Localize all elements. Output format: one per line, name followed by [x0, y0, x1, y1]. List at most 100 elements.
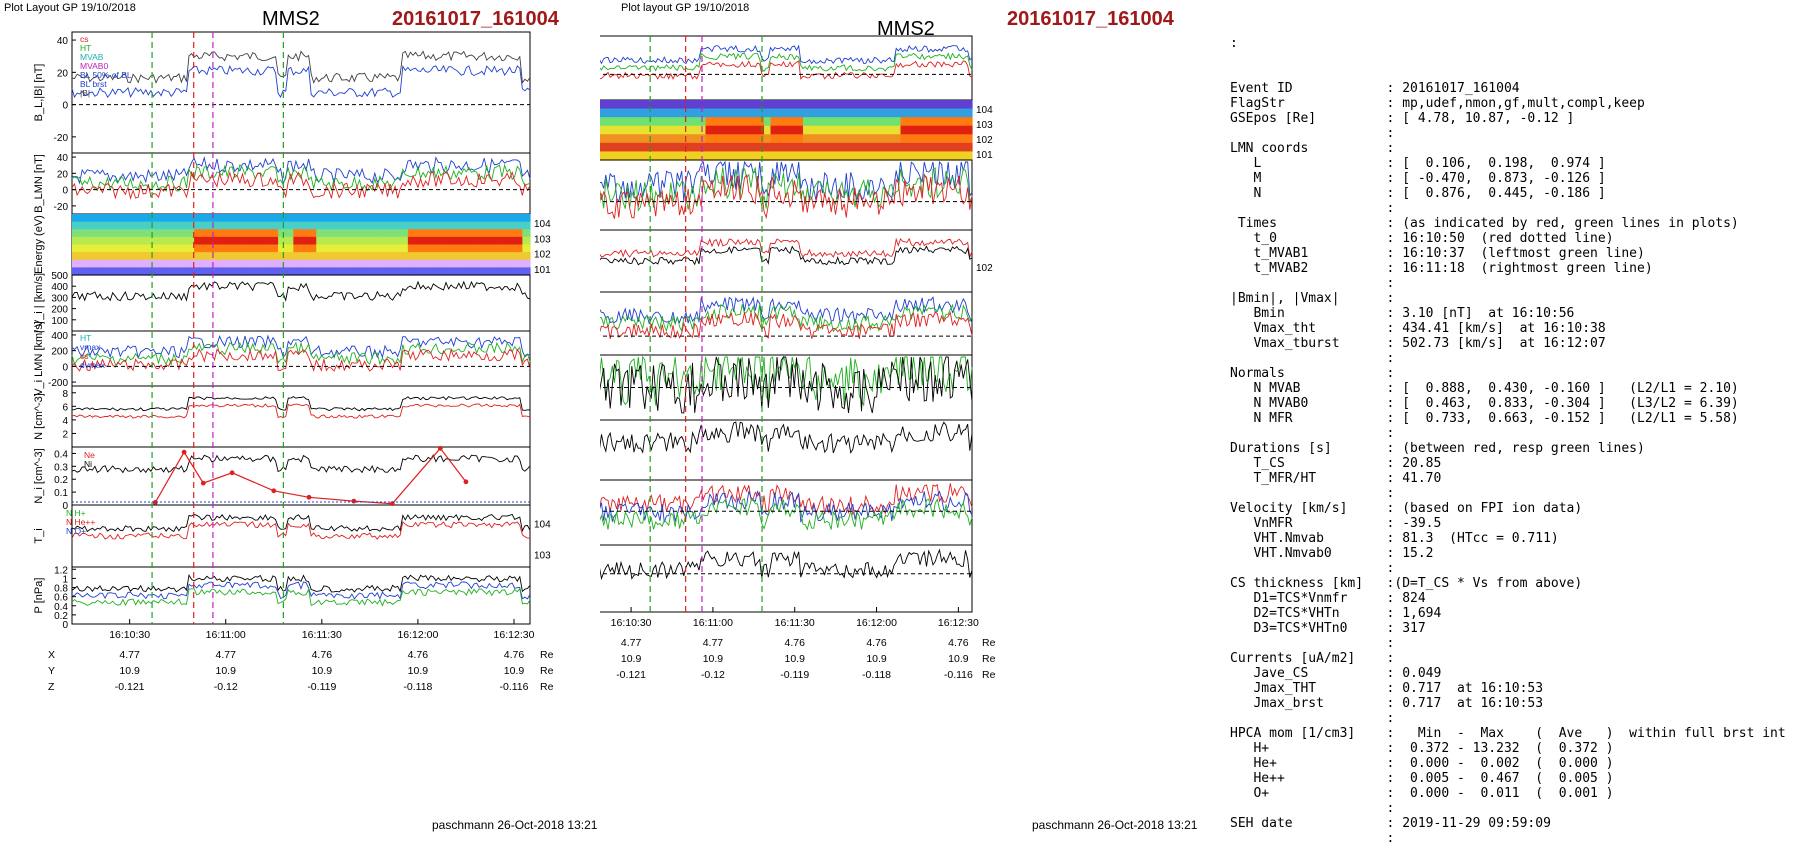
info-key: Durations [s]	[1230, 441, 1387, 456]
position-value: 4.76	[408, 649, 429, 661]
spectrogram-cell	[79, 244, 88, 253]
info-key: D3=TCS*VHTn0	[1230, 621, 1387, 636]
spectrogram-cell	[201, 214, 210, 223]
spectrogram-cell	[446, 236, 455, 246]
info-key	[1230, 801, 1387, 816]
series-line	[600, 174, 973, 220]
spectrogram-cell	[725, 151, 733, 161]
spectrogram-cell	[94, 244, 104, 253]
spectrogram-cell	[384, 214, 394, 223]
legend-entry: HT	[80, 333, 91, 343]
spectrogram-cell	[640, 142, 648, 153]
info-key: D1=TCS*Vnmfr	[1230, 591, 1387, 606]
spectrogram-cell	[868, 100, 876, 110]
spectrogram-cell	[461, 221, 470, 230]
spectrogram-cell	[285, 236, 294, 246]
spectrogram-cell	[790, 108, 798, 118]
spectrogram-cell	[861, 117, 869, 127]
spectrogram-cell	[446, 221, 455, 230]
spectrogram-cell	[660, 134, 668, 144]
spectrogram-cell	[751, 125, 759, 135]
series-line	[71, 513, 531, 533]
spectrogram-cell	[79, 267, 88, 276]
info-value: :	[1386, 201, 1395, 216]
spectrogram-cell	[400, 259, 409, 268]
spectrogram-cell	[239, 259, 249, 268]
position-unit: Re	[982, 637, 996, 649]
info-key	[1230, 636, 1387, 651]
spectrogram-cell	[79, 229, 88, 238]
spectrogram-cell	[102, 252, 111, 261]
spectrogram-cell	[110, 214, 119, 223]
info-key	[1230, 711, 1387, 726]
spectrogram-cell	[861, 125, 869, 135]
spectrogram-cell	[362, 229, 371, 238]
info-row: Times : (as indicated by red, green line…	[1230, 216, 1800, 231]
spectrogram-cell	[369, 252, 378, 261]
position-value: 4.76	[504, 649, 525, 661]
spectrogram-cell	[301, 259, 310, 268]
spectrogram-cell	[666, 125, 674, 135]
spectrogram-cell	[783, 108, 791, 118]
spectrogram-cell	[232, 259, 241, 268]
info-value: :	[1386, 651, 1395, 666]
spectrogram-cell	[777, 108, 785, 118]
spectrogram-cell	[117, 252, 127, 261]
position-value: 10.9	[504, 665, 525, 677]
spectrogram-cell	[686, 108, 694, 118]
spectrogram-cell	[140, 267, 149, 276]
spectrogram-cell	[809, 134, 817, 144]
spectrogram-cell	[262, 214, 272, 223]
spectrogram-cell	[194, 221, 203, 230]
spectrogram-cell	[855, 100, 863, 110]
spectrogram-cell	[939, 125, 947, 135]
spectrogram-cell	[848, 117, 856, 127]
spectrogram-cell	[705, 100, 713, 110]
spectrogram-cell	[224, 267, 233, 276]
spectrogram-cell	[384, 229, 394, 238]
y-axis-label: B_L,|B| [nT]	[33, 64, 45, 122]
info-value: :(D=T_CS * Vs from above)	[1386, 576, 1583, 591]
y-tick-label: -20	[54, 133, 69, 144]
spectrogram-cell	[705, 117, 713, 127]
spectrogram-cell	[308, 244, 317, 253]
spectrogram-cell	[764, 117, 772, 127]
info-row: Normals :	[1230, 366, 1800, 381]
spectrogram-cell	[514, 221, 523, 230]
spectrogram-cell	[738, 125, 746, 135]
spectrogram-cell	[476, 252, 485, 261]
spectrogram-cell	[822, 151, 830, 161]
spectrogram-cell	[965, 142, 973, 153]
spectrogram-cell	[430, 244, 439, 253]
spectrogram-cell	[133, 244, 142, 253]
spectrogram-cell	[346, 221, 356, 230]
spectrogram-cell	[933, 108, 941, 118]
y-tick-label: 0.1	[54, 488, 68, 499]
series-line	[71, 280, 531, 302]
spectrogram-cell	[790, 125, 798, 135]
spectrogram-cell	[770, 117, 778, 127]
spectrogram-cell	[453, 259, 462, 268]
right-event-title: 20161017_161004	[1007, 8, 1174, 30]
spectrogram-cell	[468, 229, 478, 238]
spectrogram-cell	[874, 100, 882, 110]
spectrogram-cell	[920, 151, 928, 161]
spectrogram-cell	[270, 236, 279, 246]
spectrogram-cell	[316, 252, 325, 261]
spectrogram-cell	[339, 244, 348, 253]
spectrogram-cell	[346, 236, 356, 246]
info-row: Vmax_tburst : 502.73 [km/s] at 16:12:07	[1230, 336, 1800, 351]
info-row: :	[1230, 201, 1800, 216]
y-axis-label: | V_i | [km/s]	[33, 273, 45, 333]
spectrogram-cell	[278, 214, 287, 223]
spectrogram-cell	[392, 221, 401, 230]
spectrogram-cell	[400, 267, 409, 276]
spectrogram-cell	[423, 236, 432, 246]
spectrogram-cell	[270, 259, 279, 268]
info-key: N MVAB0	[1230, 396, 1387, 411]
spectrogram-cell	[952, 108, 960, 118]
spectrogram-cell	[117, 259, 127, 268]
series-line	[600, 311, 973, 339]
panel-frame	[600, 229, 973, 293]
spectrogram-cell	[94, 267, 104, 276]
